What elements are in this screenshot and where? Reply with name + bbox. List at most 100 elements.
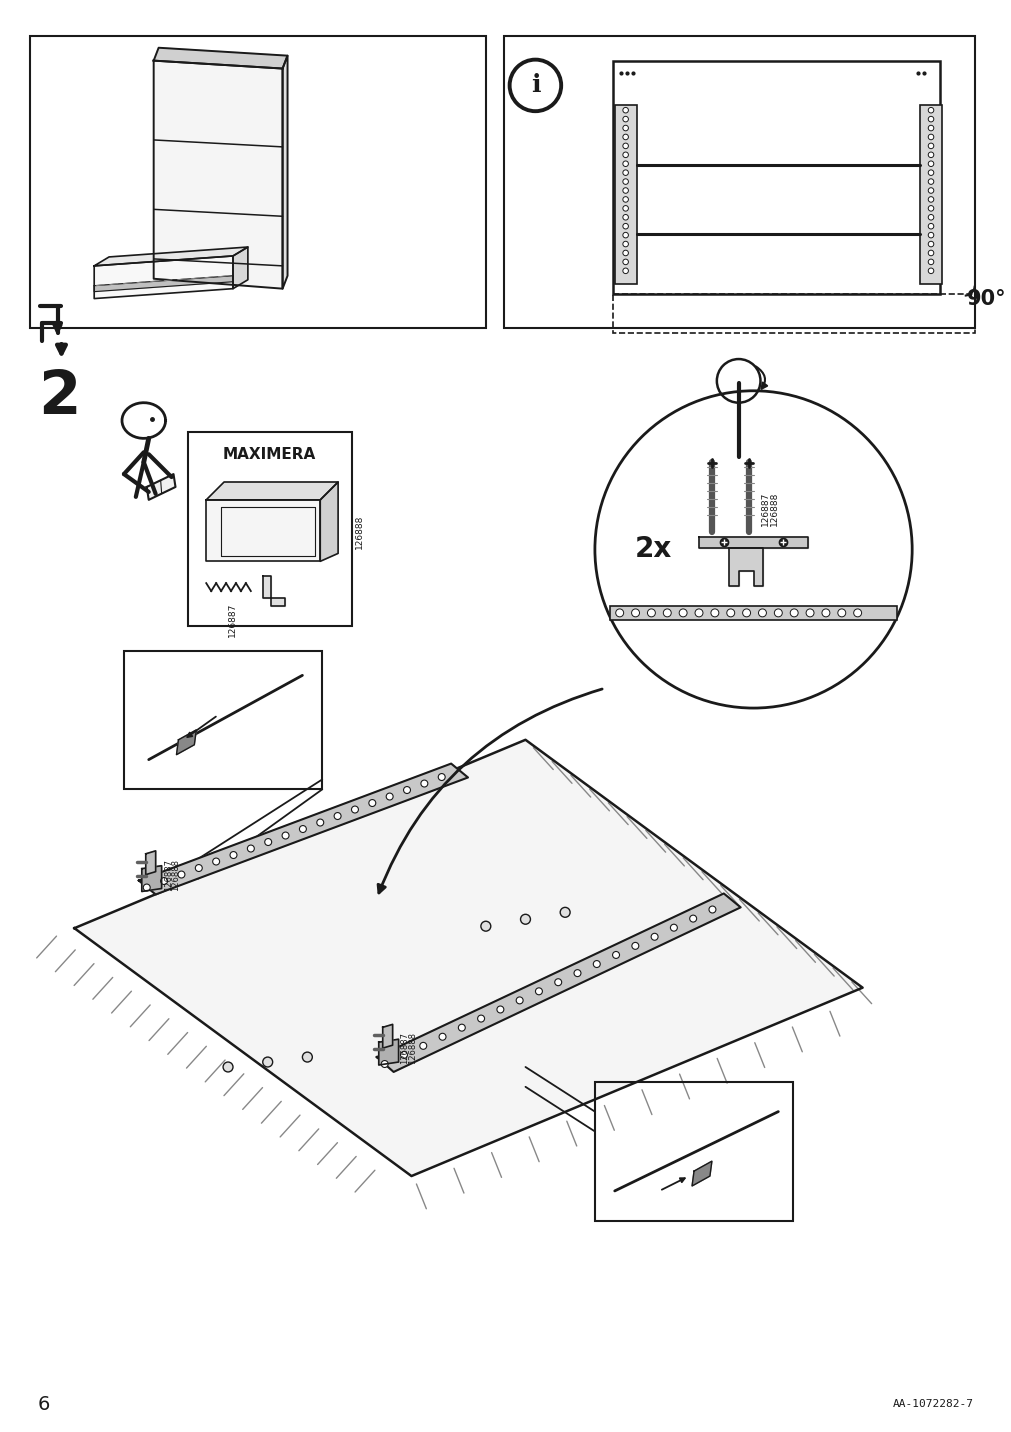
Circle shape bbox=[647, 609, 655, 617]
Bar bbox=[614, 105, 636, 284]
Circle shape bbox=[420, 1042, 427, 1050]
Circle shape bbox=[381, 1061, 388, 1067]
Text: MAXIMERA: MAXIMERA bbox=[222, 447, 316, 461]
Text: 2x: 2x bbox=[634, 536, 671, 563]
Circle shape bbox=[334, 812, 341, 819]
Bar bbox=[919, 105, 941, 284]
Circle shape bbox=[927, 125, 933, 130]
Circle shape bbox=[592, 961, 600, 968]
Circle shape bbox=[554, 978, 561, 985]
Circle shape bbox=[662, 609, 670, 617]
Circle shape bbox=[622, 206, 628, 211]
Polygon shape bbox=[382, 1024, 392, 1048]
Circle shape bbox=[144, 884, 150, 891]
Circle shape bbox=[316, 819, 324, 826]
Polygon shape bbox=[206, 500, 319, 561]
Text: 90°: 90° bbox=[966, 289, 1005, 309]
Circle shape bbox=[927, 196, 933, 202]
Circle shape bbox=[710, 609, 718, 617]
Circle shape bbox=[516, 997, 523, 1004]
Circle shape bbox=[622, 143, 628, 149]
Circle shape bbox=[229, 852, 237, 859]
Bar bbox=[188, 432, 352, 626]
Polygon shape bbox=[263, 576, 284, 606]
Circle shape bbox=[622, 196, 628, 202]
FancyArrowPatch shape bbox=[378, 689, 602, 894]
Circle shape bbox=[560, 908, 569, 918]
Circle shape bbox=[631, 942, 638, 949]
Polygon shape bbox=[728, 548, 762, 586]
Circle shape bbox=[837, 609, 845, 617]
Polygon shape bbox=[146, 851, 156, 875]
Text: 126887: 126887 bbox=[227, 603, 237, 637]
Circle shape bbox=[742, 609, 750, 617]
Circle shape bbox=[927, 232, 933, 238]
Circle shape bbox=[622, 188, 628, 193]
Bar bbox=[612, 294, 974, 334]
Circle shape bbox=[927, 179, 933, 185]
Circle shape bbox=[622, 232, 628, 238]
Polygon shape bbox=[692, 1161, 711, 1186]
Polygon shape bbox=[139, 763, 467, 895]
Circle shape bbox=[368, 799, 375, 806]
Circle shape bbox=[927, 135, 933, 140]
Bar bbox=[612, 60, 939, 294]
Circle shape bbox=[421, 780, 428, 788]
Circle shape bbox=[650, 934, 657, 941]
Circle shape bbox=[927, 259, 933, 265]
Polygon shape bbox=[154, 47, 287, 69]
Polygon shape bbox=[94, 248, 248, 266]
Polygon shape bbox=[94, 276, 233, 292]
Circle shape bbox=[690, 915, 696, 922]
Circle shape bbox=[302, 1053, 312, 1063]
Circle shape bbox=[669, 924, 676, 931]
Circle shape bbox=[631, 609, 639, 617]
Circle shape bbox=[853, 609, 860, 617]
Polygon shape bbox=[147, 474, 175, 500]
Circle shape bbox=[458, 1024, 465, 1031]
Circle shape bbox=[806, 609, 813, 617]
Polygon shape bbox=[94, 256, 233, 299]
Circle shape bbox=[927, 268, 933, 274]
Circle shape bbox=[927, 107, 933, 113]
Bar bbox=[29, 36, 485, 328]
Circle shape bbox=[622, 107, 628, 113]
Circle shape bbox=[758, 609, 765, 617]
Circle shape bbox=[927, 188, 933, 193]
Polygon shape bbox=[142, 866, 162, 892]
Text: 126887: 126887 bbox=[164, 859, 173, 891]
Circle shape bbox=[386, 793, 392, 800]
Circle shape bbox=[282, 832, 289, 839]
Circle shape bbox=[247, 845, 254, 852]
Polygon shape bbox=[206, 483, 338, 500]
Circle shape bbox=[222, 1063, 233, 1073]
Text: 126888: 126888 bbox=[355, 514, 364, 548]
Circle shape bbox=[351, 806, 358, 813]
Circle shape bbox=[622, 251, 628, 256]
Circle shape bbox=[265, 839, 271, 845]
Circle shape bbox=[477, 1015, 484, 1022]
Text: 126887: 126887 bbox=[400, 1032, 409, 1064]
Circle shape bbox=[622, 116, 628, 122]
Circle shape bbox=[594, 391, 911, 707]
Bar bbox=[594, 1081, 793, 1220]
Circle shape bbox=[195, 865, 202, 872]
Polygon shape bbox=[376, 894, 740, 1073]
Circle shape bbox=[927, 251, 933, 256]
Circle shape bbox=[212, 858, 219, 865]
Circle shape bbox=[535, 988, 542, 995]
Text: 6: 6 bbox=[37, 1395, 50, 1413]
Text: 126888: 126888 bbox=[171, 859, 180, 891]
Polygon shape bbox=[319, 483, 338, 561]
Circle shape bbox=[927, 223, 933, 229]
Circle shape bbox=[927, 143, 933, 149]
Circle shape bbox=[927, 152, 933, 158]
Circle shape bbox=[622, 160, 628, 166]
Circle shape bbox=[773, 609, 782, 617]
Bar bbox=[503, 36, 974, 328]
Circle shape bbox=[695, 609, 703, 617]
Circle shape bbox=[400, 1051, 407, 1058]
Polygon shape bbox=[233, 248, 248, 289]
Circle shape bbox=[622, 259, 628, 265]
Text: AA-1072282-7: AA-1072282-7 bbox=[892, 1399, 973, 1409]
